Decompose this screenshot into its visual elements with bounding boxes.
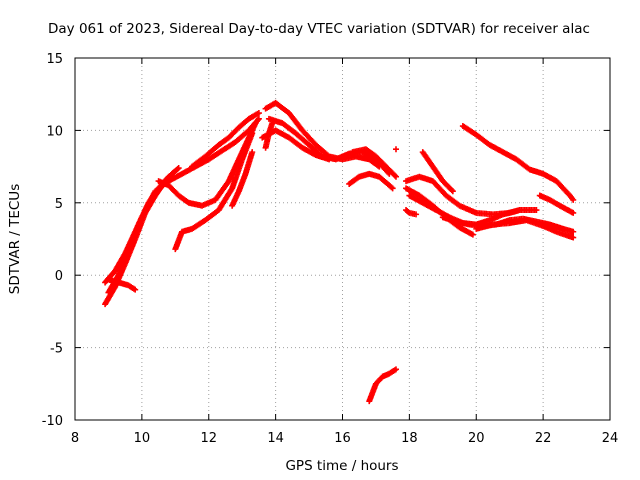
data-point xyxy=(326,156,333,163)
y-tick-label: 5 xyxy=(55,197,63,212)
data-point xyxy=(533,207,540,214)
data-point xyxy=(389,185,396,192)
data-point xyxy=(254,116,261,123)
x-tick-label: 10 xyxy=(134,431,151,446)
data-series-track-13 xyxy=(262,120,276,151)
data-point xyxy=(255,110,262,117)
data-point xyxy=(249,130,256,137)
x-tick-label: 16 xyxy=(334,431,351,446)
data-point xyxy=(175,165,182,172)
data-series-track-24 xyxy=(473,217,577,241)
data-marks xyxy=(102,99,577,405)
data-series-track-25 xyxy=(459,123,577,203)
data-point xyxy=(570,209,577,216)
data-series-track-7 xyxy=(172,130,256,253)
data-point xyxy=(570,196,577,203)
data-point xyxy=(469,231,476,238)
y-tick-label: 0 xyxy=(55,269,63,284)
y-tick-label: 10 xyxy=(46,124,63,139)
x-tick-label: 22 xyxy=(535,431,552,446)
data-series-track-21 xyxy=(419,149,456,195)
y-tick-label: -10 xyxy=(42,414,63,429)
data-series-track-14 xyxy=(346,170,396,192)
y-tick-label: -5 xyxy=(50,342,63,357)
data-point xyxy=(413,211,420,218)
data-point xyxy=(393,173,399,180)
grid xyxy=(75,58,610,420)
data-series-track-26 xyxy=(536,192,577,216)
data-series-track-20 xyxy=(403,207,420,218)
axis-ticks: 8 10 12 14 16 18 20 22 24 -10 -5 0 5 10 15 xyxy=(42,52,619,446)
data-series-track-17 xyxy=(366,366,399,405)
data-series-track-16 xyxy=(393,146,399,153)
data-series-track-5 xyxy=(142,115,262,214)
data-point xyxy=(448,187,455,194)
data-point xyxy=(391,172,398,179)
data-point xyxy=(172,167,179,174)
x-tick-label: 12 xyxy=(200,431,217,446)
data-point xyxy=(249,149,256,156)
data-point xyxy=(570,234,577,241)
x-tick-label: 14 xyxy=(267,431,284,446)
data-point xyxy=(269,120,276,127)
x-tick-label: 20 xyxy=(468,431,485,446)
x-tick-label: 18 xyxy=(401,431,418,446)
data-point xyxy=(171,169,178,176)
y-axis-label: SDTVAR / TECUs xyxy=(7,184,23,294)
data-point xyxy=(393,366,399,373)
chart-title: Day 061 of 2023, Sidereal Day-to-day VTE… xyxy=(48,21,590,37)
data-series-track-8 xyxy=(189,110,262,170)
data-series-track-11 xyxy=(265,115,393,177)
x-axis-label: GPS time / hours xyxy=(285,458,398,474)
x-tick-label: 8 xyxy=(71,431,79,446)
data-point xyxy=(132,286,139,293)
y-tick-label: 15 xyxy=(46,52,63,67)
data-series-track-15 xyxy=(349,146,399,180)
data-point xyxy=(570,228,577,235)
data-point xyxy=(252,120,259,127)
data-series-track-4 xyxy=(105,276,139,293)
x-tick-label: 24 xyxy=(602,431,619,446)
data-point xyxy=(449,188,456,195)
data-point xyxy=(393,146,399,153)
data-point xyxy=(255,115,262,122)
data-series-track-9 xyxy=(229,149,256,209)
data-series-track-12 xyxy=(259,127,333,163)
